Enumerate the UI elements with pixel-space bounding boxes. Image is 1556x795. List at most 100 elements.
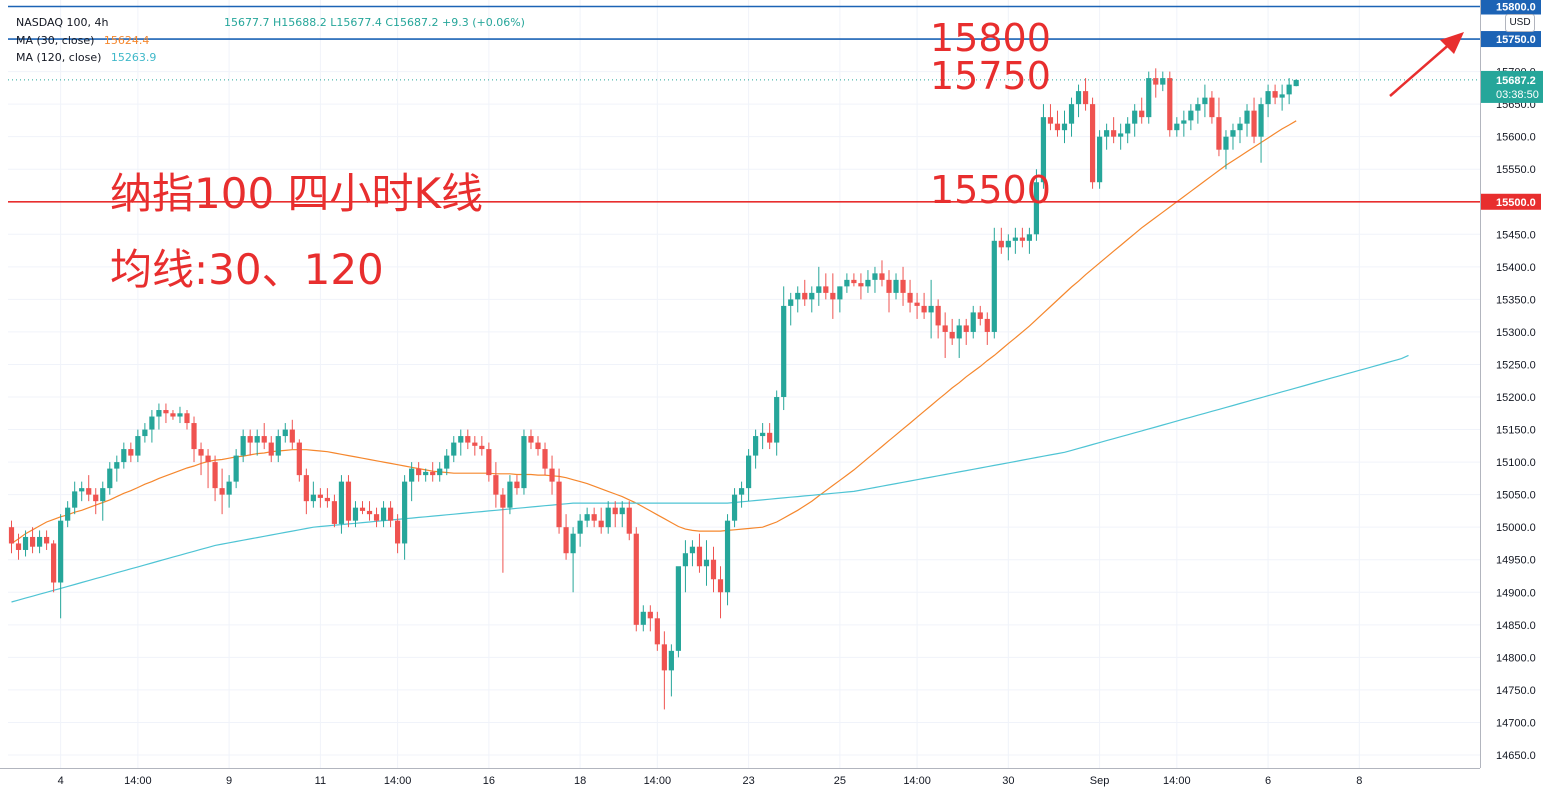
candle-body (788, 299, 794, 306)
time-tick-label: 6 (1265, 775, 1271, 787)
candle-body (731, 494, 738, 521)
candle-body (1160, 78, 1166, 85)
candle-body (65, 507, 71, 521)
time-tick-label: 4 (58, 775, 64, 787)
ma120-line (11, 354, 1409, 603)
candle-body (170, 413, 176, 417)
ma120-value: 15263.9 (110, 51, 157, 64)
time-tick-label: 9 (226, 775, 232, 787)
candle-body (331, 501, 338, 524)
candle-body (640, 611, 646, 625)
candle-body (451, 442, 457, 456)
candle-body (233, 455, 239, 482)
candle-body (317, 494, 323, 498)
candle-body (500, 494, 506, 508)
candle-body (774, 397, 780, 443)
candle-body (79, 488, 85, 492)
candle-body (444, 455, 450, 469)
candle-body (247, 436, 253, 443)
candle-body (1279, 94, 1285, 98)
currency-button[interactable]: USD (1505, 14, 1535, 32)
candle-body (93, 494, 99, 502)
candle-body (921, 305, 927, 313)
candle-body (352, 507, 359, 521)
legend-ma120-row[interactable]: MA (120, close) 15263.9 (16, 51, 156, 64)
price-tick-label: 14950.0 (1496, 555, 1536, 567)
legend-ma30-row[interactable]: MA (30, close) 15624.4 (16, 34, 149, 47)
candle-body (949, 331, 955, 339)
candle-body (1111, 130, 1117, 137)
candle-body (914, 302, 920, 306)
candle-body (142, 429, 148, 437)
candle-body (612, 507, 618, 515)
candle-body (984, 318, 990, 332)
ma120-label: MA (120, close) (16, 51, 102, 64)
candle-body (240, 436, 246, 456)
price-tick-label: 14900.0 (1496, 587, 1536, 599)
candle-body (261, 436, 267, 443)
price-tick-label: 14850.0 (1496, 620, 1536, 632)
candle-body (900, 279, 906, 293)
candle-body (998, 240, 1004, 248)
candle-body (268, 442, 274, 456)
current-price-label: 15687.2 (1496, 75, 1536, 87)
price-tick-label: 15050.0 (1496, 490, 1536, 502)
candle-body (689, 546, 696, 554)
candle-body (647, 611, 653, 619)
time-tick-label: 14:00 (1163, 775, 1191, 787)
candle-body (1286, 84, 1292, 95)
candle-body (963, 325, 969, 332)
time-tick-label: 30 (1002, 775, 1014, 787)
candle-body (1153, 78, 1159, 85)
candle-body (184, 413, 190, 424)
candle-body (851, 279, 857, 284)
candle-body (416, 468, 422, 476)
candle-body (121, 449, 127, 463)
candle-body (472, 442, 478, 446)
candle-body (823, 286, 829, 293)
candle-body (1223, 136, 1229, 150)
candle-body (570, 533, 576, 554)
candle-body (991, 240, 997, 332)
candle-body (296, 442, 302, 476)
candle-body (366, 510, 373, 515)
candle-body (1047, 117, 1054, 124)
candle-body (44, 536, 50, 544)
candle-body (703, 559, 710, 567)
candle-body (36, 536, 43, 547)
candle-body (1033, 182, 1040, 235)
price-tick-label: 15150.0 (1496, 425, 1536, 437)
symbol-label[interactable]: NASDAQ 100, 4h (16, 16, 109, 29)
candle-body (1244, 110, 1250, 124)
candle-body (626, 507, 632, 534)
candle-body (1005, 240, 1011, 248)
candle-body (219, 488, 225, 495)
price-tick-label: 14750.0 (1496, 685, 1536, 697)
candle-body (1202, 97, 1208, 105)
price-tick-label: 15250.0 (1496, 359, 1536, 371)
candle-body (661, 644, 667, 671)
price-tick-label: 15000.0 (1496, 522, 1536, 534)
candle-body (1230, 130, 1236, 137)
candle-body (872, 273, 878, 280)
candle-body (1061, 123, 1068, 131)
annotation-subtitle: 均线:30、120 (110, 245, 384, 294)
candle-body (1054, 123, 1061, 131)
price-tick-label: 15300.0 (1496, 327, 1536, 339)
candle-body (542, 449, 548, 469)
candle-body (1293, 79, 1299, 87)
candle-body (696, 546, 703, 567)
candle-body (345, 481, 352, 521)
candle-body (942, 325, 948, 332)
level-price-tag (1481, 193, 1541, 210)
ohlc-values: 15677.7 H15688.2 L15677.4 C15687.2 +9.3 … (223, 16, 525, 29)
candle-body (479, 445, 485, 450)
time-tick-label: Sep (1090, 775, 1110, 787)
candle-body (1265, 91, 1271, 105)
candle-body (72, 491, 78, 508)
candle-body (100, 488, 106, 502)
candle-body (795, 292, 801, 300)
candle-body (1068, 104, 1075, 124)
price-tick-label: 15600.0 (1496, 132, 1536, 144)
